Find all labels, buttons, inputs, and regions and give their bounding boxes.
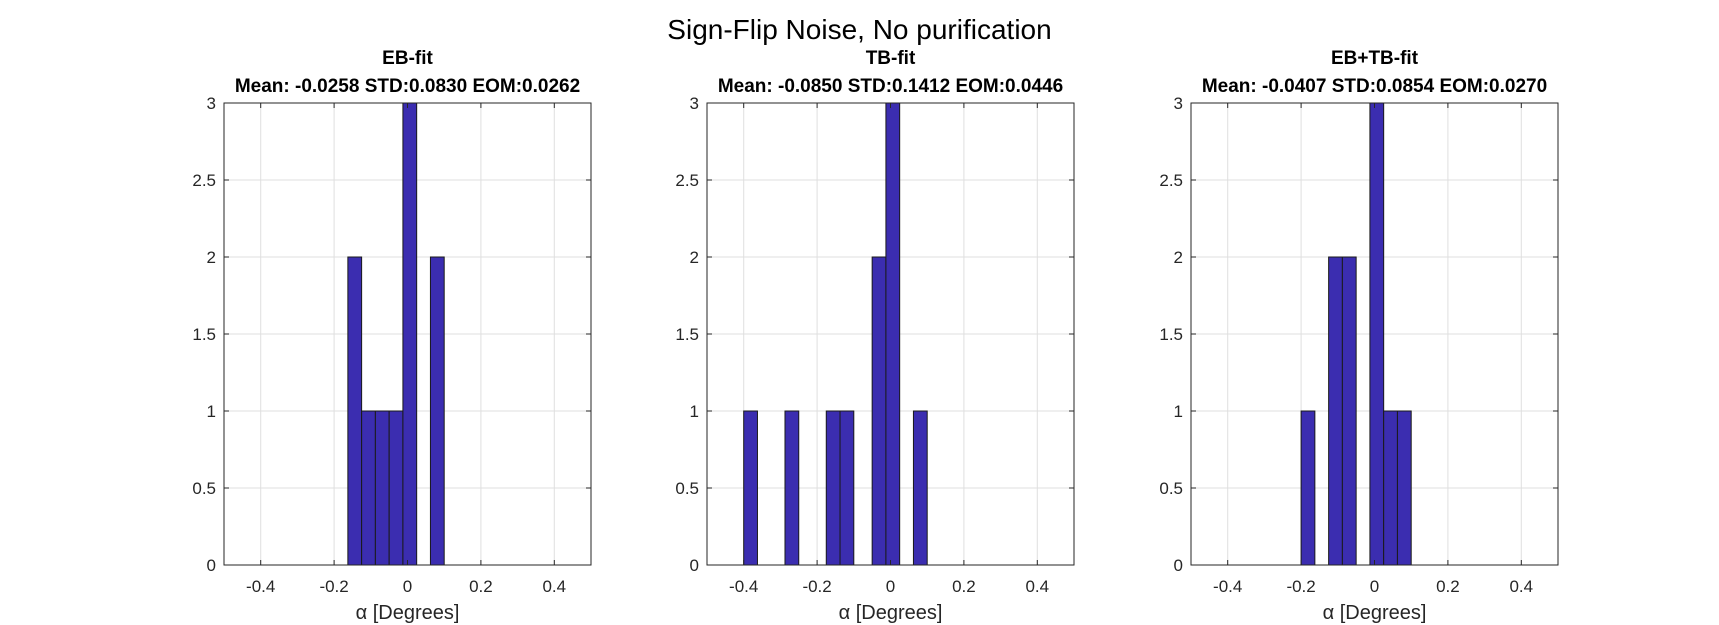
x-tick-label: -0.2 [319,577,348,596]
histogram-bar [871,256,887,566]
x-tick-label: 0.4 [1509,577,1533,596]
y-tick-label: 0.5 [1159,479,1183,498]
histogram-bar [839,410,855,566]
y-tick-label: 1 [1174,402,1183,421]
figure-title: Sign-Flip Noise, No purification [667,14,1051,45]
panel-stats-subtitle: Mean: -0.0407 STD:0.0854 EOM:0.0270 [1202,76,1547,97]
histogram-bar [825,410,841,566]
x-tick-label: 0.2 [1436,577,1460,596]
histogram-bar [1383,410,1398,566]
y-tick-label: 2.5 [675,171,699,190]
histogram-bar [743,410,758,566]
x-tick-label: 0.2 [952,577,976,596]
histogram-bar [429,256,445,566]
x-tick-label: -0.4 [1213,577,1242,596]
panel-title: TB-fit [866,48,916,69]
x-tick-label: 0 [403,577,412,596]
histogram-bar [388,410,404,566]
histogram-bar [347,256,363,566]
y-tick-label: 0.5 [192,479,216,498]
panel-title: EB+TB-fit [1331,48,1419,69]
x-tick-label: -0.4 [729,577,758,596]
histogram-bar [374,410,390,566]
x-axis-label: α [Degrees] [839,602,943,624]
x-tick-label: 0 [886,577,895,596]
histogram-bar [912,410,928,566]
x-tick-label: -0.4 [246,577,275,596]
panel-stats-subtitle: Mean: -0.0850 STD:0.1412 EOM:0.0446 [718,76,1063,97]
histogram-bar [1396,410,1412,566]
x-axis-label: α [Degrees] [356,602,460,624]
x-tick-label: 0.2 [469,577,493,596]
panel-title: EB-fit [382,48,433,69]
y-tick-label: 3 [690,94,699,113]
y-tick-label: 2.5 [192,171,216,190]
histogram-bar [402,102,418,566]
x-tick-label: -0.2 [802,577,831,596]
histogram-bar [885,102,901,566]
y-tick-label: 0 [1174,556,1183,575]
y-tick-label: 1.5 [1159,325,1183,344]
x-axis-label: α [Degrees] [1323,602,1427,624]
y-tick-label: 1.5 [675,325,699,344]
y-tick-label: 3 [1174,94,1183,113]
panel-2: -0.4 -0.2 0 0.2 0.4 0 0.5 1 1.5 2 2.5 3 TB-fit Mean: … [675,48,1075,624]
panel-stats-subtitle: Mean: -0.0258 STD:0.0830 EOM:0.0262 [235,76,580,97]
x-tick-label: 0 [1370,577,1379,596]
y-tick-label: 2.5 [1159,171,1183,190]
x-tick-label: 0.4 [1025,577,1049,596]
y-tick-label: 0 [690,556,699,575]
y-tick-label: 1 [690,402,699,421]
y-tick-label: 2 [207,248,216,267]
y-tick-label: 2 [690,248,699,267]
y-tick-label: 0.5 [675,479,699,498]
histogram-bar [1369,102,1385,566]
y-tick-label: 2 [1174,248,1183,267]
y-tick-label: 0 [207,556,216,575]
y-tick-label: 3 [207,94,216,113]
panel-3: -0.4 -0.2 0 0.2 0.4 0 0.5 1 1.5 2 2.5 3 EB+TB-fit Mea… [1159,48,1559,624]
x-tick-label: -0.2 [1286,577,1315,596]
histogram-bar [1328,256,1343,566]
histogram-bar [1300,410,1316,566]
histogram-bar [784,410,800,566]
panel-1: -0.4 -0.2 0 0.2 0.4 0 0.5 1 1.5 2 2.5 3 EB-fit Mean: … [192,48,592,624]
histogram-bar [1341,256,1357,566]
y-tick-label: 1.5 [192,325,216,344]
histogram-bar [361,410,376,566]
x-tick-label: 0.4 [542,577,566,596]
y-tick-label: 1 [207,402,216,421]
